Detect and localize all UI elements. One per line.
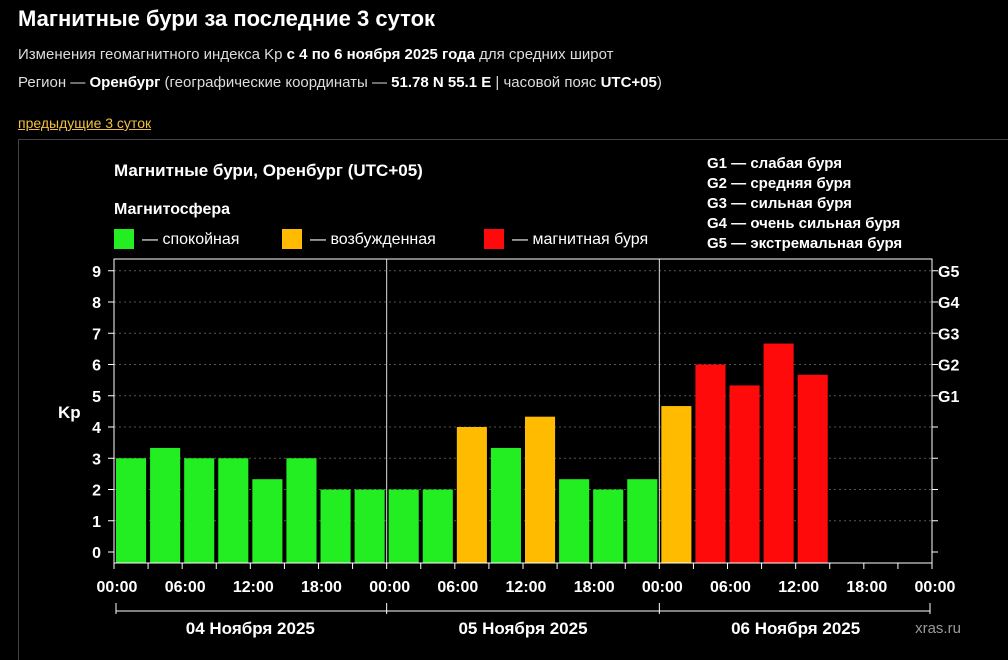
kp-bar bbox=[797, 374, 828, 563]
kp-bar bbox=[729, 385, 760, 563]
day-label: 05 Ноября 2025 bbox=[458, 619, 587, 638]
kp-bar bbox=[525, 416, 556, 563]
period-text-2: для средних широт bbox=[474, 46, 614, 63]
page-title: Магнитные бури за последние 3 суток bbox=[18, 6, 436, 31]
y-tick-label: 4 bbox=[92, 420, 101, 437]
storm-level-label: G2 bbox=[938, 358, 959, 375]
storm-level-label: G3 bbox=[938, 326, 959, 343]
y-tick-label: 1 bbox=[92, 514, 101, 531]
x-tick-label: 06:00 bbox=[165, 579, 206, 596]
storm-scale-item: G1 — слабая буря bbox=[707, 155, 842, 172]
y-tick-label: 0 bbox=[92, 545, 101, 562]
kp-bar bbox=[593, 489, 624, 563]
y-tick-label: 5 bbox=[92, 389, 101, 406]
storm-scale-item: G3 — сильная буря bbox=[707, 195, 852, 212]
x-tick-label: 00:00 bbox=[97, 579, 138, 596]
kp-bar bbox=[422, 489, 453, 563]
y-tick-label: 8 bbox=[92, 295, 101, 312]
period-line: Изменения геомагнитного индекса Kp с 4 п… bbox=[18, 46, 613, 63]
legend-title: Магнитосфера bbox=[114, 201, 230, 218]
storm-scale-item: G5 — экстремальная буря bbox=[707, 235, 902, 252]
chart-panel bbox=[18, 139, 1008, 660]
storm-level-label: G4 bbox=[938, 295, 959, 312]
x-tick-label: 12:00 bbox=[506, 579, 547, 596]
x-tick-label: 18:00 bbox=[574, 579, 615, 596]
region-text-3: | часовой пояс bbox=[491, 74, 601, 91]
kp-bar bbox=[695, 364, 726, 563]
x-tick-label: 18:00 bbox=[846, 579, 887, 596]
x-tick-label: 06:00 bbox=[437, 579, 478, 596]
chart-title: Магнитные бури, Оренбург (UTC+05) bbox=[114, 161, 423, 180]
legend-label: — магнитная буря bbox=[512, 231, 648, 248]
y-tick-label: 7 bbox=[92, 326, 101, 343]
kp-bar bbox=[184, 458, 215, 563]
kp-bar bbox=[116, 458, 147, 563]
previous-3-days-link[interactable]: предыдущие 3 суток bbox=[18, 115, 152, 131]
kp-bar bbox=[252, 479, 283, 563]
period-text-1: Изменения геомагнитного индекса Kp bbox=[18, 46, 287, 63]
legend-swatch bbox=[282, 229, 302, 249]
y-axis-label: Kp bbox=[58, 403, 81, 422]
storm-level-label: G1 bbox=[938, 389, 959, 406]
x-tick-label: 06:00 bbox=[710, 579, 751, 596]
kp-bar bbox=[763, 343, 794, 563]
x-tick-label: 00:00 bbox=[915, 579, 956, 596]
day-label: 06 Ноября 2025 bbox=[731, 619, 860, 638]
x-tick-label: 00:00 bbox=[369, 579, 410, 596]
kp-bar bbox=[218, 458, 249, 563]
kp-bar bbox=[150, 447, 181, 563]
kp-bar bbox=[490, 447, 521, 563]
x-tick-label: 00:00 bbox=[642, 579, 683, 596]
kp-bar bbox=[627, 479, 658, 563]
region-city: Оренбург bbox=[89, 74, 161, 91]
day-label: 04 Ноября 2025 bbox=[186, 619, 315, 638]
kp-bar bbox=[559, 479, 590, 563]
legend-label: — возбужденная bbox=[310, 231, 436, 248]
x-tick-label: 18:00 bbox=[301, 579, 342, 596]
legend-swatch bbox=[484, 229, 504, 249]
period-dates: с 4 по 6 ноября 2025 года bbox=[286, 46, 475, 63]
kp-bar bbox=[388, 489, 419, 563]
region-text-1: Регион — bbox=[18, 74, 90, 91]
x-tick-label: 12:00 bbox=[233, 579, 274, 596]
region-text-4: ) bbox=[656, 74, 662, 91]
legend-label: — спокойная bbox=[142, 231, 239, 248]
watermark: xras.ru bbox=[915, 620, 961, 637]
storm-scale-item: G4 — очень сильная буря bbox=[707, 215, 900, 232]
x-tick-label: 12:00 bbox=[778, 579, 819, 596]
storm-level-label: G5 bbox=[938, 264, 959, 281]
y-tick-label: 2 bbox=[92, 483, 101, 500]
y-tick-label: 6 bbox=[92, 358, 101, 375]
region-text-2: (географические координаты — bbox=[160, 74, 392, 91]
kp-bar bbox=[286, 458, 317, 563]
region-timezone: UTC+05 bbox=[600, 74, 657, 91]
kp-bar bbox=[320, 489, 351, 563]
region-coords: 51.78 N 55.1 E bbox=[391, 74, 492, 91]
y-tick-label: 3 bbox=[92, 451, 101, 468]
kp-bar bbox=[661, 406, 692, 563]
kp-bar bbox=[456, 427, 487, 563]
legend-swatch bbox=[114, 229, 134, 249]
storm-scale-item: G2 — средняя буря bbox=[707, 175, 851, 192]
y-tick-label: 9 bbox=[92, 264, 101, 281]
kp-bar bbox=[354, 489, 385, 563]
region-line: Регион — Оренбург (географические коорди… bbox=[18, 74, 662, 91]
